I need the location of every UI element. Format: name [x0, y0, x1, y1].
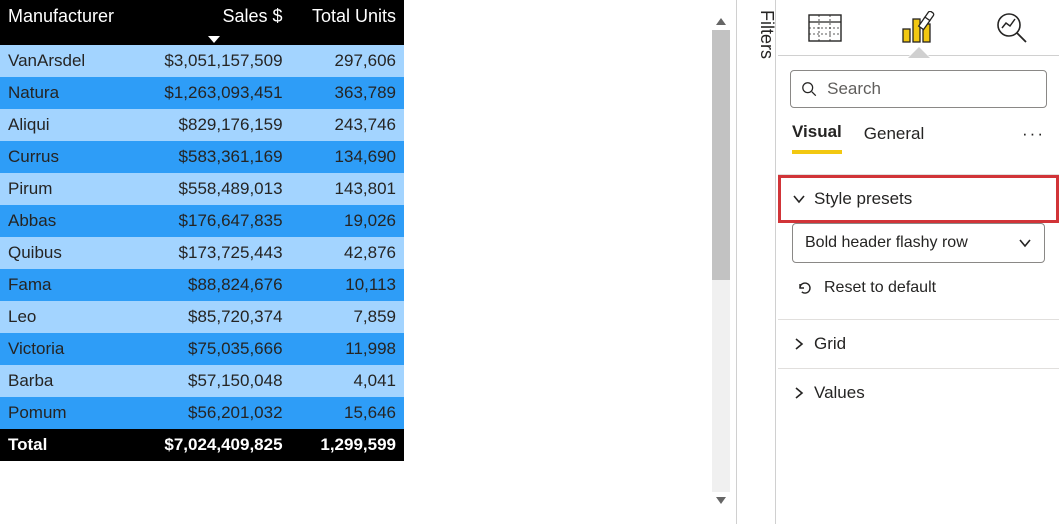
cell-manufacturer: VanArsdel: [0, 45, 138, 77]
section-style-presets: Style presets Bold header flashy row Res…: [778, 174, 1059, 319]
cell-sales: $1,263,093,451: [138, 77, 290, 109]
reset-to-default[interactable]: Reset to default: [792, 263, 1045, 303]
total-units: 1,299,599: [291, 429, 404, 461]
scroll-down-icon[interactable]: [716, 497, 726, 504]
cell-manufacturer: Currus: [0, 141, 138, 173]
cell-sales: $57,150,048: [138, 365, 290, 397]
tab-analytics[interactable]: [994, 10, 1030, 46]
cell-sales: $75,035,666: [138, 333, 290, 365]
filters-pane-collapsed[interactable]: Filters: [736, 0, 776, 524]
cell-sales: $173,725,443: [138, 237, 290, 269]
reset-label: Reset to default: [824, 279, 936, 297]
table-row[interactable]: Aliqui$829,176,159243,746: [0, 109, 404, 141]
section-label-values: Values: [814, 383, 865, 403]
cell-sales: $829,176,159: [138, 109, 290, 141]
cell-units: 42,876: [291, 237, 404, 269]
chevron-right-icon: [792, 386, 806, 400]
canvas-scrollbar[interactable]: [712, 16, 730, 506]
col-header-units[interactable]: Total Units: [291, 0, 404, 45]
cell-manufacturer: Victoria: [0, 333, 138, 365]
section-grid: Grid: [778, 319, 1059, 368]
cell-sales: $558,489,013: [138, 173, 290, 205]
cell-units: 15,646: [291, 397, 404, 429]
cell-units: 7,859: [291, 301, 404, 333]
reset-icon: [796, 279, 814, 297]
table-row[interactable]: Natura$1,263,093,451363,789: [0, 77, 404, 109]
cell-units: 10,113: [291, 269, 404, 301]
total-sales: $7,024,409,825: [138, 429, 290, 461]
sub-tab-general[interactable]: General: [864, 124, 924, 152]
total-label: Total: [0, 429, 138, 461]
section-label-style-presets: Style presets: [814, 189, 912, 209]
cell-sales: $583,361,169: [138, 141, 290, 173]
cell-sales: $56,201,032: [138, 397, 290, 429]
cell-sales: $176,647,835: [138, 205, 290, 237]
style-preset-dropdown[interactable]: Bold header flashy row: [792, 223, 1045, 263]
cell-sales: $3,051,157,509: [138, 45, 290, 77]
table-total-row: Total$7,024,409,8251,299,599: [0, 429, 404, 461]
cell-manufacturer: Pomum: [0, 397, 138, 429]
cell-units: 143,801: [291, 173, 404, 205]
format-sub-tabs: Visual General ···: [778, 116, 1059, 154]
cell-manufacturer: Barba: [0, 365, 138, 397]
table-header-row: Manufacturer Sales $ Total Units: [0, 0, 404, 45]
sort-desc-icon: [208, 36, 220, 43]
table-row[interactable]: Currus$583,361,169134,690: [0, 141, 404, 173]
search-box[interactable]: [790, 70, 1047, 108]
chevron-down-icon: [1018, 236, 1032, 250]
cell-units: 297,606: [291, 45, 404, 77]
style-preset-selected: Bold header flashy row: [805, 234, 968, 252]
table-row[interactable]: Barba$57,150,0484,041: [0, 365, 404, 397]
table-visual[interactable]: Manufacturer Sales $ Total Units VanArsd…: [0, 0, 404, 461]
section-label-grid: Grid: [814, 334, 846, 354]
section-header-values[interactable]: Values: [778, 369, 1059, 417]
cell-manufacturer: Pirum: [0, 173, 138, 205]
table-row[interactable]: VanArsdel$3,051,157,509297,606: [0, 45, 404, 77]
tab-format[interactable]: [900, 10, 936, 46]
cell-units: 363,789: [291, 77, 404, 109]
chevron-down-icon: [792, 192, 806, 206]
cell-sales: $88,824,676: [138, 269, 290, 301]
cell-manufacturer: Natura: [0, 77, 138, 109]
cell-units: 19,026: [291, 205, 404, 237]
table-row[interactable]: Victoria$75,035,66611,998: [0, 333, 404, 365]
cell-units: 11,998: [291, 333, 404, 365]
cell-units: 134,690: [291, 141, 404, 173]
scroll-thumb[interactable]: [712, 30, 730, 280]
cell-manufacturer: Quibus: [0, 237, 138, 269]
col-header-sales-label: Sales $: [223, 6, 283, 26]
panel-mode-tabs: [778, 0, 1059, 56]
search-input[interactable]: [825, 78, 1036, 100]
section-header-grid[interactable]: Grid: [778, 320, 1059, 368]
cell-sales: $85,720,374: [138, 301, 290, 333]
search-icon: [801, 80, 817, 98]
sub-tab-visual[interactable]: Visual: [792, 122, 842, 154]
scroll-track[interactable]: [712, 30, 730, 492]
table-row[interactable]: Leo$85,720,3747,859: [0, 301, 404, 333]
table-row[interactable]: Abbas$176,647,83519,026: [0, 205, 404, 237]
section-header-style-presets[interactable]: Style presets: [778, 175, 1059, 223]
section-values: Values: [778, 368, 1059, 417]
format-panel: Visual General ··· Style presets Bold he…: [778, 0, 1059, 524]
table-row[interactable]: Pomum$56,201,03215,646: [0, 397, 404, 429]
cell-manufacturer: Abbas: [0, 205, 138, 237]
table-row[interactable]: Quibus$173,725,44342,876: [0, 237, 404, 269]
cell-units: 4,041: [291, 365, 404, 397]
table-row[interactable]: Pirum$558,489,013143,801: [0, 173, 404, 205]
table-row[interactable]: Fama$88,824,67610,113: [0, 269, 404, 301]
cell-manufacturer: Aliqui: [0, 109, 138, 141]
cell-units: 243,746: [291, 109, 404, 141]
chevron-right-icon: [792, 337, 806, 351]
cell-manufacturer: Fama: [0, 269, 138, 301]
filters-label: Filters: [737, 8, 777, 59]
scroll-up-icon[interactable]: [716, 18, 726, 25]
sub-tab-more[interactable]: ···: [1022, 124, 1045, 152]
active-tab-indicator-icon: [909, 46, 929, 56]
cell-manufacturer: Leo: [0, 301, 138, 333]
col-header-manufacturer[interactable]: Manufacturer: [0, 0, 138, 45]
tab-fields[interactable]: [807, 10, 843, 46]
col-header-sales[interactable]: Sales $: [138, 0, 290, 45]
